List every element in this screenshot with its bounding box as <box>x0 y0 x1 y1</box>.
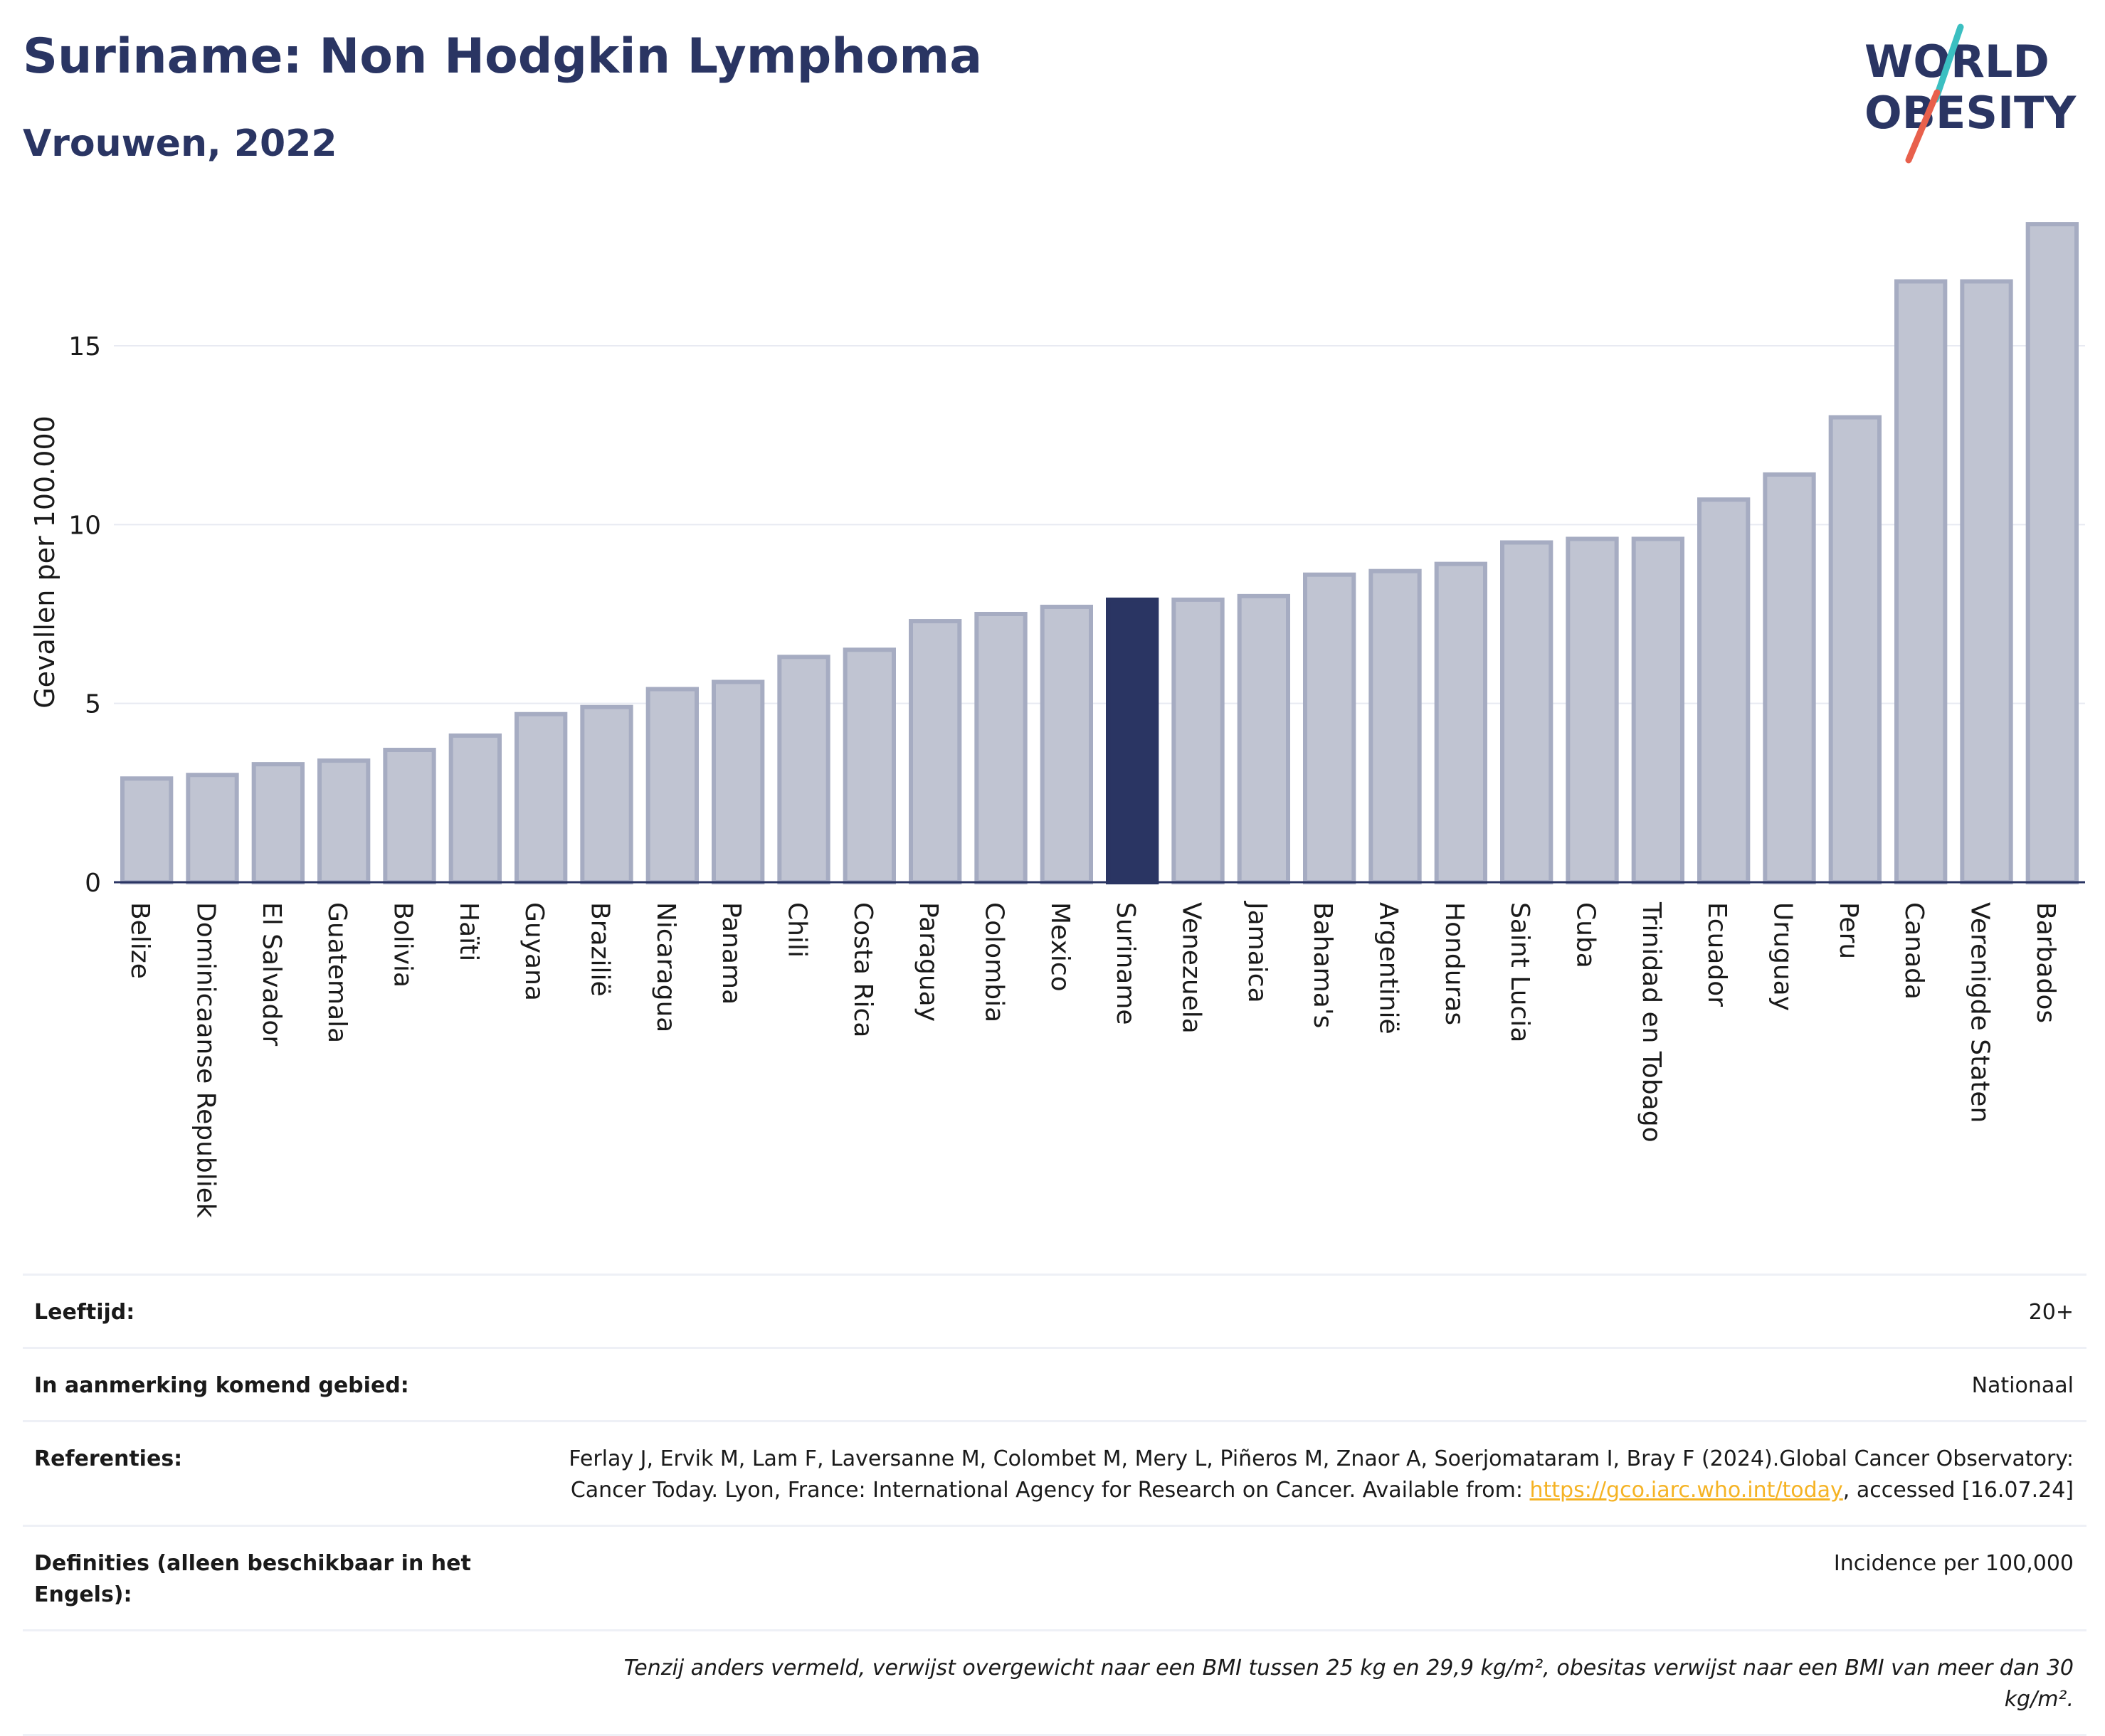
bar-23 <box>1631 536 1684 884</box>
definitions-label: Definities (alleen beschikbaar in het En… <box>34 1551 471 1607</box>
bar-14 <box>1040 604 1093 884</box>
bar-15 <box>1106 597 1159 884</box>
x-tick-label-8: Nicaragua <box>651 902 680 1032</box>
x-tick-label-24: Ecuador <box>1702 902 1731 1007</box>
logo-line2: OBESITY <box>1864 87 2077 139</box>
bar-24 <box>1697 497 1751 884</box>
x-tick-label-27: Canada <box>1899 902 1929 1000</box>
bar-20 <box>1434 561 1487 884</box>
area-value: Nationaal <box>1971 1373 2074 1398</box>
bar-chart: 0 5 10 15 Belize Dominicaanse Republiek El Sal… <box>29 222 2085 1218</box>
x-tick-label-19: Argentinië <box>1374 902 1403 1034</box>
references-text-1: Ferlay J, Ervik M, Lam F, Laversanne M, … <box>569 1446 2074 1503</box>
bar-5 <box>448 733 502 884</box>
bar-3 <box>317 758 371 885</box>
x-tick-label-23: Trinidad en Tobago <box>1637 901 1666 1143</box>
x-tick-label-13: Colombia <box>980 902 1009 1022</box>
bar-layer <box>120 222 2079 885</box>
bar-19 <box>1368 568 1422 884</box>
info-row-area: In aanmerking komend gebied: Nationaal <box>23 1347 2086 1420</box>
x-tick-label-22: Cuba <box>1571 902 1600 968</box>
age-label: Leeftijd: <box>34 1300 135 1325</box>
bar-25 <box>1763 472 1816 884</box>
y-axis-title: Gevallen per 100.000 <box>29 416 60 709</box>
bar-12 <box>909 619 962 885</box>
bar-9 <box>712 679 765 884</box>
page-title: Suriname: Non Hodgkin Lymphoma <box>23 28 983 85</box>
x-tick-label-4: Bolivia <box>389 902 418 988</box>
x-tick-label-10: Chili <box>783 902 812 958</box>
x-tick-label-28: Verenigde Staten <box>1966 902 1995 1123</box>
x-tick-label-9: Panama <box>717 902 746 1005</box>
x-tick-label-21: Saint Lucia <box>1505 902 1534 1042</box>
x-tick-label-1: Dominicaanse Republiek <box>191 902 221 1218</box>
bar-1 <box>186 773 239 885</box>
x-tick-label-17: Jamaica <box>1243 901 1272 1003</box>
bar-28 <box>1960 279 2013 885</box>
info-row-note: Tenzij anders vermeld, verwijst overgewi… <box>23 1629 2086 1736</box>
bar-2 <box>251 762 305 885</box>
bar-0 <box>120 776 174 885</box>
definitions-value: Incidence per 100,000 <box>1833 1551 2074 1576</box>
bar-16 <box>1171 597 1225 884</box>
bar-10 <box>777 655 830 884</box>
x-tick-label-11: Costa Rica <box>848 902 877 1037</box>
y-tick-label-2: 10 <box>68 511 101 540</box>
bar-11 <box>843 647 896 884</box>
info-row-age: Leeftijd: 20+ <box>23 1274 2086 1347</box>
bar-4 <box>383 748 436 885</box>
x-tick-label-29: Barbados <box>2031 902 2060 1023</box>
x-tick-label-7: Brazilië <box>586 902 615 997</box>
x-tick-label-2: El Salvador <box>257 902 286 1046</box>
area-label: In aanmerking komend gebied: <box>34 1373 409 1398</box>
references-link[interactable]: https://gco.iarc.who.int/today <box>1529 1478 1843 1503</box>
y-tick-label-1: 5 <box>85 690 101 719</box>
info-row-definitions: Definities (alleen beschikbaar in het En… <box>23 1525 2086 1629</box>
bar-18 <box>1303 572 1356 885</box>
x-tick-label-6: Guyana <box>519 902 549 1001</box>
logo-slash-bottom-icon <box>1905 89 1941 164</box>
x-tick-label-20: Honduras <box>1440 902 1469 1025</box>
info-row-references: Referenties: Ferlay J, Ervik M, Lam F, L… <box>23 1420 2086 1525</box>
bar-7 <box>580 704 633 884</box>
footnote: Tenzij anders vermeld, verwijst overgewi… <box>623 1656 2074 1712</box>
x-tick-label-5: Haïti <box>454 902 483 961</box>
bar-29 <box>2025 222 2079 884</box>
grid-layer <box>114 344 2085 704</box>
references-text-2: , accessed [16.07.24] <box>1842 1478 2074 1503</box>
y-tick-label-0: 0 <box>85 869 101 898</box>
x-tick-label-14: Mexico <box>1045 902 1075 992</box>
x-tick-label-25: Uruguay <box>1768 902 1798 1011</box>
info-table: Leeftijd: 20+ In aanmerking komend gebie… <box>23 1274 2086 1736</box>
x-tick-label-15: Suriname <box>1111 902 1140 1025</box>
references-label: Referenties: <box>34 1446 183 1471</box>
axis-layer: 0 5 10 15 Belize Dominicaanse Republiek El Sal… <box>68 332 2085 1218</box>
y-tick-label-3: 15 <box>68 332 101 361</box>
x-tick-label-0: Belize <box>125 902 154 979</box>
bar-13 <box>974 611 1028 884</box>
x-tick-label-3: Guatemala <box>322 902 352 1043</box>
bar-27 <box>1894 279 1948 885</box>
x-tick-label-18: Bahama's <box>1308 902 1337 1028</box>
x-tick-label-16: Venezuela <box>1177 902 1206 1034</box>
bar-22 <box>1566 536 1619 884</box>
bar-21 <box>1500 540 1553 884</box>
logo-slash-top-icon <box>1932 23 1964 103</box>
age-value: 20+ <box>2028 1300 2074 1325</box>
bar-8 <box>645 687 699 884</box>
world-obesity-logo: WORLD OBESITY <box>1864 23 2077 164</box>
bar-6 <box>515 711 568 884</box>
x-tick-label-26: Peru <box>1834 902 1863 959</box>
references-value: Ferlay J, Ervik M, Lam F, Laversanne M, … <box>565 1444 2074 1506</box>
bar-26 <box>1828 415 1882 884</box>
bar-17 <box>1237 593 1290 884</box>
page-subtitle: Vrouwen, 2022 <box>23 122 337 165</box>
x-tick-label-12: Paraguay <box>914 902 943 1022</box>
